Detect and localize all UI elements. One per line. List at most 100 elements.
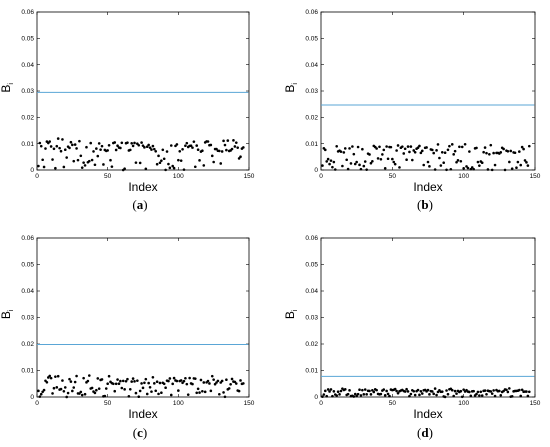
- data-point: [140, 141, 143, 144]
- data-point: [352, 395, 356, 398]
- data-point: [485, 392, 488, 396]
- data-point: [158, 381, 162, 385]
- y-axis-label-subscript: i: [292, 83, 299, 85]
- x-tick-label: 0: [319, 400, 323, 407]
- data-point: [412, 389, 416, 393]
- data-point: [508, 387, 511, 390]
- data-point: [510, 167, 514, 170]
- y-tick-label: 0.06: [21, 235, 34, 242]
- data-point: [179, 159, 183, 162]
- data-point: [459, 159, 463, 163]
- y-tick-label: 0: [314, 167, 318, 174]
- data-point: [130, 380, 133, 383]
- data-point: [468, 390, 471, 394]
- data-point: [150, 390, 153, 393]
- data-point: [462, 388, 465, 391]
- data-point: [405, 387, 408, 391]
- data-point: [493, 394, 497, 398]
- data-point: [232, 139, 235, 142]
- data-point: [130, 142, 133, 145]
- data-point: [87, 159, 91, 163]
- data-point: [469, 394, 473, 398]
- y-tick-label: 0.02: [21, 115, 34, 122]
- data-point: [93, 163, 97, 167]
- data-point: [391, 157, 394, 161]
- y-tick-label: 0.04: [305, 62, 318, 69]
- data-point: [59, 387, 63, 391]
- data-point: [453, 149, 457, 153]
- data-point: [100, 378, 104, 381]
- data-point: [332, 390, 336, 393]
- data-point: [161, 148, 165, 152]
- data-point: [459, 389, 463, 393]
- data-point: [102, 163, 105, 166]
- data-point: [325, 160, 329, 163]
- data-point: [208, 382, 211, 385]
- x-tick-label: 100: [458, 400, 469, 407]
- data-point: [49, 376, 53, 380]
- data-point: [449, 167, 453, 171]
- data-point: [226, 139, 230, 142]
- data-point: [490, 392, 494, 395]
- data-point: [117, 382, 121, 386]
- data-point: [144, 377, 148, 381]
- data-point: [227, 387, 231, 390]
- data-point: [331, 165, 334, 169]
- data-point: [433, 387, 437, 390]
- data-point: [51, 392, 54, 395]
- data-point: [378, 145, 381, 149]
- data-point: [61, 379, 64, 382]
- data-point: [455, 392, 458, 395]
- data-point: [131, 377, 135, 380]
- data-point: [182, 168, 186, 171]
- data-point: [379, 392, 383, 396]
- data-point: [110, 165, 114, 168]
- data-point: [210, 154, 214, 158]
- data-point: [385, 389, 388, 393]
- data-point: [323, 148, 327, 152]
- x-axis-label: Index: [413, 407, 442, 421]
- data-point: [69, 380, 73, 383]
- y-axis-label-main: B: [0, 85, 13, 93]
- data-point: [475, 146, 478, 150]
- data-point: [333, 168, 337, 171]
- data-point: [462, 167, 465, 170]
- data-point: [79, 390, 83, 394]
- panel-caption: (c): [133, 425, 147, 440]
- data-point: [182, 379, 186, 383]
- data-point: [406, 145, 410, 148]
- data-point: [216, 379, 220, 383]
- data-point: [218, 392, 221, 396]
- data-point: [154, 389, 158, 393]
- data-point: [165, 150, 169, 153]
- data-point: [326, 388, 330, 391]
- data-point: [518, 150, 521, 153]
- data-point: [329, 388, 333, 391]
- data-point: [68, 377, 71, 381]
- data-point: [48, 374, 52, 378]
- y-tick-label: 0.04: [305, 288, 318, 295]
- data-point: [201, 149, 204, 153]
- data-point: [515, 166, 518, 170]
- data-point: [222, 391, 225, 394]
- data-point: [202, 381, 206, 384]
- data-point: [436, 143, 440, 146]
- panel-d: 0 0.01 0.02 0.03 0.04 0.05 0.06 0 50 100 150 Index B…: [283, 235, 541, 440]
- data-point: [39, 144, 43, 148]
- data-point: [418, 393, 421, 397]
- data-point: [145, 392, 149, 396]
- x-tick-label: 100: [173, 173, 184, 180]
- data-point: [168, 377, 172, 380]
- data-point: [196, 148, 200, 152]
- data-point: [220, 379, 224, 383]
- data-point: [450, 388, 454, 392]
- data-point: [143, 381, 146, 385]
- y-axis-label: Bi: [0, 83, 15, 93]
- data-point: [148, 385, 152, 389]
- data-point: [55, 144, 59, 148]
- data-point: [385, 145, 388, 148]
- data-point: [107, 374, 111, 378]
- data-point: [62, 389, 66, 393]
- data-point: [222, 139, 225, 143]
- data-point: [63, 148, 67, 152]
